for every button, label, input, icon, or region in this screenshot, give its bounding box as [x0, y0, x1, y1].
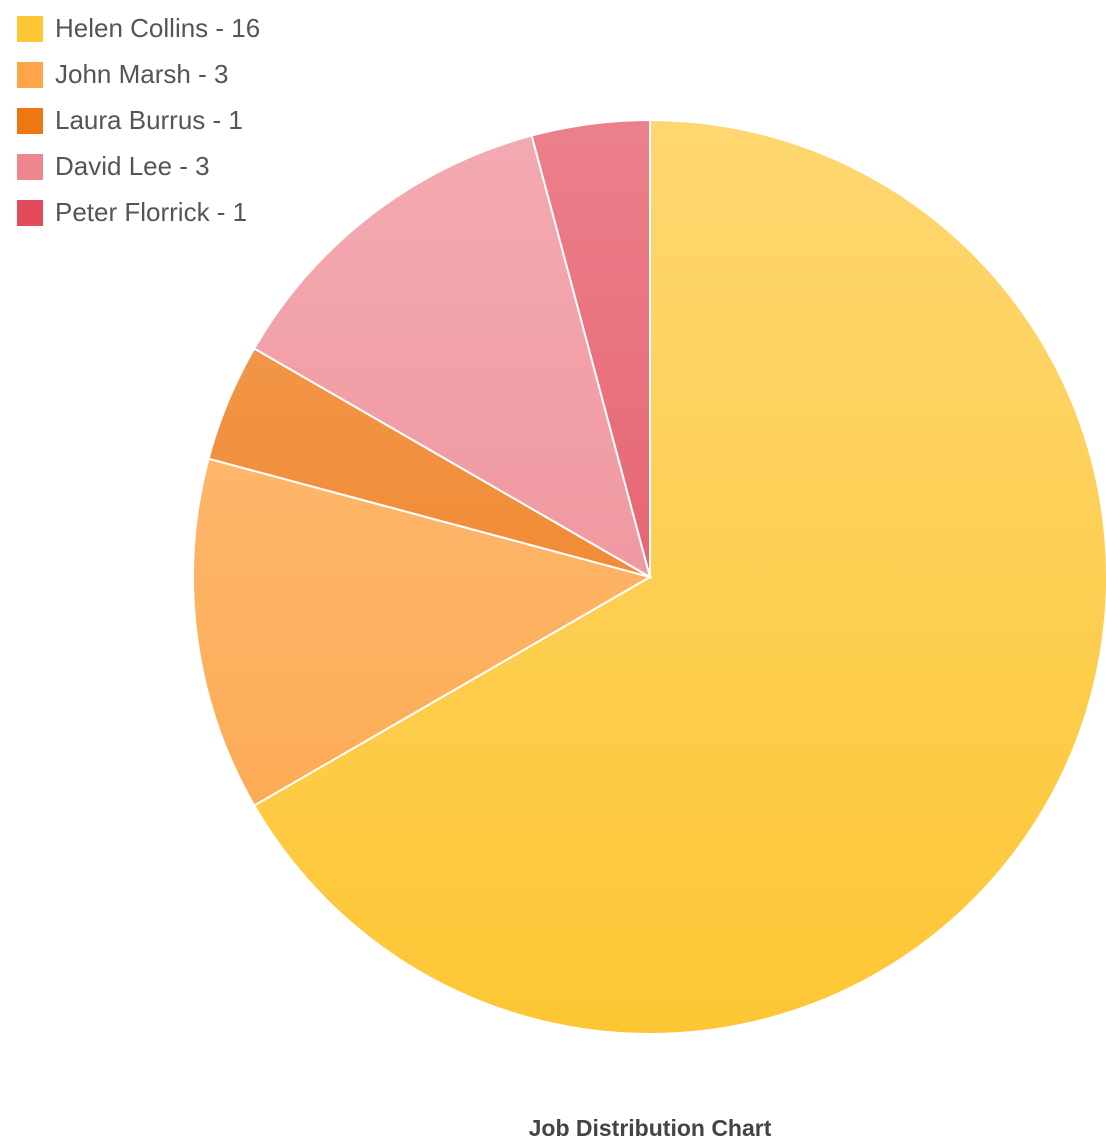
legend-label: John Marsh - 3 — [55, 59, 228, 89]
legend-swatch — [17, 108, 43, 134]
legend: Helen Collins - 16 John Marsh - 3 Laura Bu… — [17, 13, 260, 227]
legend-swatch — [17, 16, 43, 42]
legend-label: Laura Burrus - 1 — [55, 105, 243, 135]
legend-swatch — [17, 154, 43, 180]
legend-swatch — [17, 200, 43, 226]
legend-label: Peter Florrick - 1 — [55, 197, 247, 227]
pie — [192, 118, 1106, 1035]
legend-swatch — [17, 62, 43, 88]
legend-label: David Lee - 3 — [55, 151, 210, 181]
legend-label: Helen Collins - 16 — [55, 13, 260, 43]
chart-title: Job Distribution Chart — [529, 1115, 772, 1141]
